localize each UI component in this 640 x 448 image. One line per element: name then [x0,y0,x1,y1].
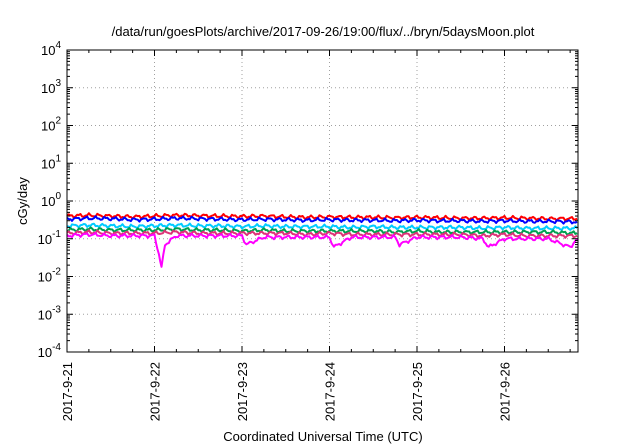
y-tick-exponent: -4 [52,342,61,353]
y-tick-label: 10-1 [38,229,62,247]
y-tick-base: 10 [41,119,55,134]
y-tick-exponent: 1 [55,153,61,164]
series-line-1 [66,212,578,222]
x-tick-label: 2017-9-23 [235,362,250,421]
x-tick-label: 2017-9-22 [148,362,163,421]
y-tick-exponent: 4 [55,40,61,51]
y-tick-exponent: -2 [52,267,61,278]
y-tick-label: 104 [41,40,61,58]
y-tick-label: 103 [41,78,61,96]
y-tick-label: 102 [41,116,61,134]
x-axis-label: Coordinated Universal Time (UTC) [223,429,422,444]
y-tick-exponent: -3 [52,304,61,315]
y-tick-base: 10 [41,194,55,209]
y-axis-label: cGy/day [15,177,30,225]
y-tick-base: 10 [38,270,52,285]
grid [67,50,578,352]
y-tick-label: 10-3 [38,304,62,322]
x-tick-label: 2017-9-25 [410,362,425,421]
series-line-5 [66,229,578,239]
y-tick-exponent: -1 [52,229,61,240]
y-tick-base: 10 [41,81,55,96]
x-tick-label: 2017-9-24 [323,362,338,421]
series-group [66,212,578,268]
y-tick-base: 10 [38,345,52,360]
x-tick-label: 2017-9-26 [498,362,513,421]
y-tick-exponent: 3 [55,78,61,89]
y-tick-exponent: 2 [55,116,61,127]
y-tick-base: 10 [38,307,52,322]
y-tick-base: 10 [41,43,55,58]
y-tick-label: 100 [41,191,61,209]
y-tick-exponent: 0 [55,191,61,202]
y-tick-label: 10-2 [38,267,62,285]
chart-title: /data/run/goesPlots/archive/2017-09-26/1… [112,24,535,39]
y-tick-label: 10-4 [38,342,62,360]
x-tick-label: 2017-9-21 [60,362,75,421]
series-line-2 [66,215,578,225]
y-tick-label: 101 [41,153,61,171]
series-line-6 [66,231,578,268]
y-tick-base: 10 [41,156,55,171]
x-ticks: 2017-9-21 2017-9-22 2017-9-23 2017-9-24 2017… [60,50,571,421]
y-tick-base: 10 [38,232,52,247]
series-line-3 [66,222,578,232]
